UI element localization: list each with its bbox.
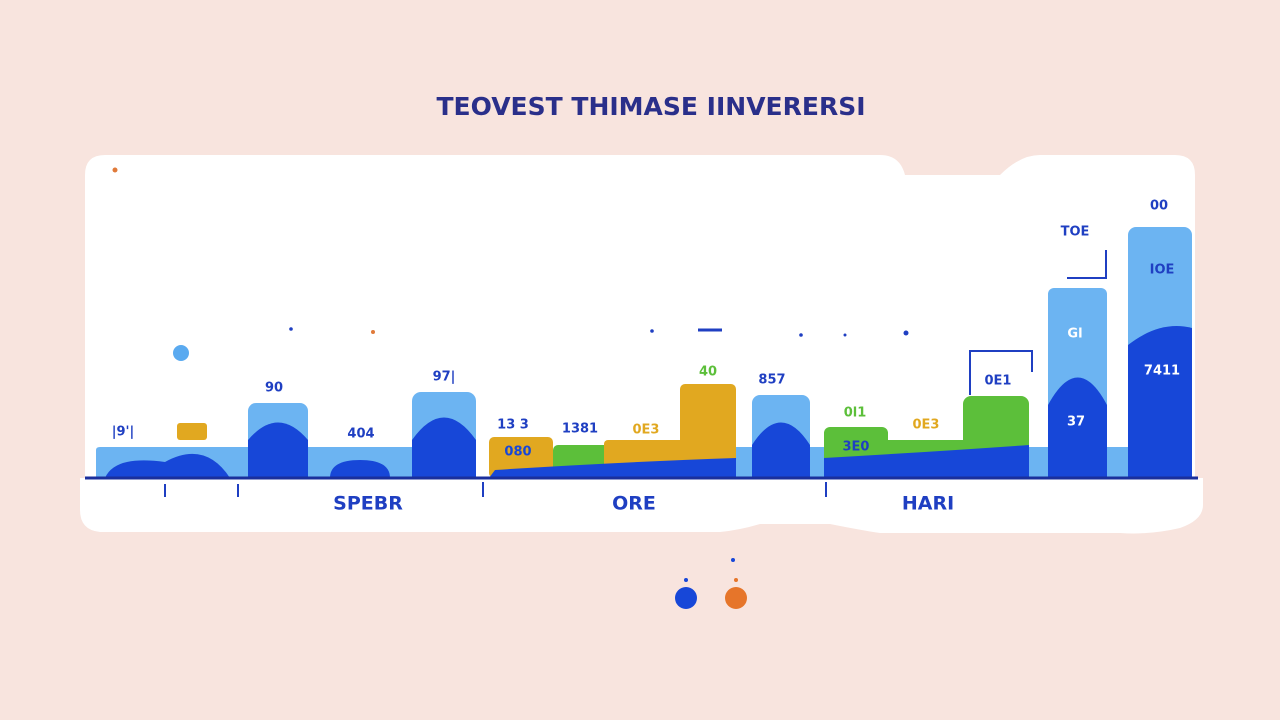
value-label: Gl: [1067, 327, 1082, 342]
value-label: 13 3: [497, 418, 529, 433]
value-label: TOE: [1061, 225, 1090, 240]
value-label: 97|: [433, 370, 456, 385]
shapes: [85, 167, 1198, 609]
value-label: 1381: [562, 422, 598, 437]
value-label: |9'|: [112, 425, 135, 440]
value-label: 40: [699, 365, 717, 380]
value-label: 404: [347, 427, 374, 442]
value-label: 90: [265, 381, 283, 396]
value-label: 37: [1067, 415, 1085, 430]
value-label: 080: [504, 445, 531, 460]
value-label: 00: [1150, 199, 1168, 214]
title: TEOVEST THIMASE IINVERERSI: [436, 92, 865, 121]
value-label: 3E0: [843, 440, 870, 455]
value-label: 857: [758, 373, 785, 388]
panel: [80, 155, 1203, 534]
value-label: IOE: [1150, 263, 1175, 278]
value-label: 0E3: [913, 418, 940, 433]
labels: |9'| 90 404 97| 13 3 1381 0E3 40 857 0l1 0E3 3E0 0E1…: [112, 199, 1180, 515]
value-label: 7411: [1144, 364, 1180, 379]
group-label: SPEBR: [333, 493, 403, 515]
group-label: ORE: [612, 493, 656, 515]
value-label: 0E1: [985, 374, 1012, 389]
value-label: 0l1: [844, 406, 867, 421]
value-label: 0E3: [633, 423, 660, 438]
group-label: HARI: [902, 493, 954, 515]
